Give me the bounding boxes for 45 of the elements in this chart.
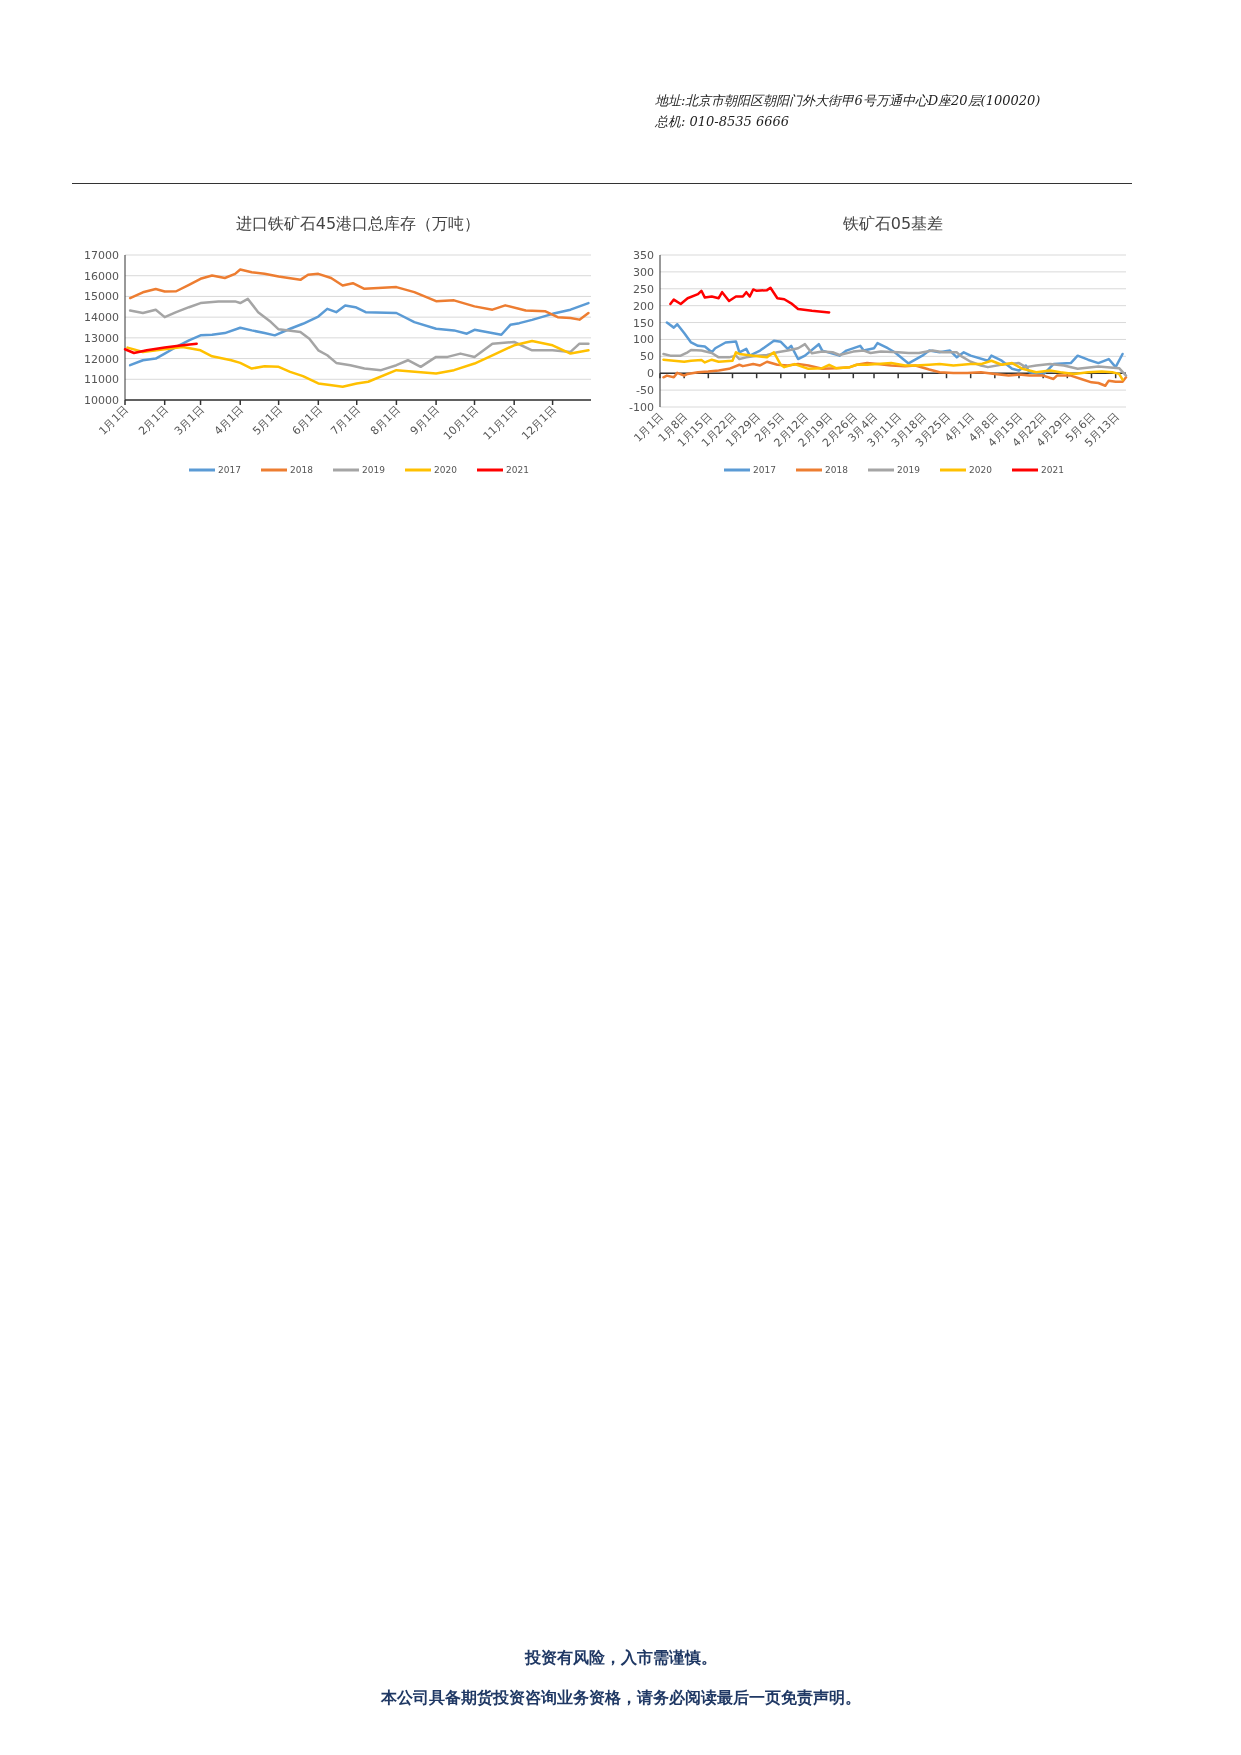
- legend-label: 2017: [753, 465, 776, 475]
- legend-label: 2019: [897, 465, 921, 475]
- text: 本公司具备期货投资咨询业务资格，请务必阅读最后一页免责声明。: [379, 1688, 862, 1709]
- text: 总机: 010-8535 6666: [655, 113, 790, 131]
- y-tick-label: 13000: [84, 331, 119, 345]
- x-tick-label: 11月1日: [480, 402, 521, 443]
- legend-label: 2020: [969, 465, 993, 475]
- y-tick-label: 150: [633, 316, 654, 330]
- x-tick-label: 4月1日: [211, 402, 247, 438]
- text: 地址:北京市朝阳区朝阳门外大街甲6号万通中心D座20层(100020): [655, 92, 1041, 110]
- y-tick-label: 12000: [84, 352, 119, 366]
- x-tick-label: 5月1日: [250, 402, 285, 438]
- x-tick-label: 12月1日: [519, 402, 559, 443]
- y-tick-label: 350: [633, 249, 654, 262]
- legend-label: 2018: [290, 465, 314, 475]
- y-tick-label: 0: [647, 367, 654, 381]
- y-tick-label: 16000: [84, 269, 119, 283]
- text: 投资有风险，入市需谨慎。: [523, 1648, 718, 1669]
- y-tick-label: 300: [633, 265, 654, 279]
- legend-label: 2021: [1041, 465, 1064, 475]
- y-tick-label: 17000: [84, 249, 119, 262]
- y-tick-label: 50: [640, 350, 654, 364]
- x-tick-label: 7月1日: [328, 402, 363, 438]
- legend-label: 2020: [434, 465, 458, 475]
- y-tick-label: 100: [633, 333, 654, 347]
- legend-label: 2021: [506, 465, 529, 475]
- y-tick-label: 15000: [84, 290, 119, 304]
- y-tick-label: -50: [636, 384, 654, 398]
- chart-title: 进口铁矿石45港口总库存（万吨）: [235, 214, 481, 233]
- chart-title: 铁矿石05基差: [841, 214, 944, 233]
- x-tick-label: 10月1日: [441, 402, 481, 443]
- legend-label: 2017: [218, 465, 241, 475]
- y-tick-label: 250: [633, 282, 654, 296]
- y-tick-label: -100: [629, 401, 654, 414]
- x-tick-label: 2月1日: [136, 402, 171, 438]
- y-tick-label: 10000: [84, 394, 119, 407]
- x-tick-label: 9月1日: [407, 402, 443, 438]
- x-tick-label: 3月1日: [172, 402, 207, 438]
- y-tick-label: 11000: [84, 373, 119, 387]
- legend-label: 2019: [362, 465, 386, 475]
- x-tick-label: 6月1日: [289, 402, 325, 438]
- x-tick-label: 8月1日: [367, 402, 403, 438]
- y-tick-label: 14000: [84, 311, 119, 325]
- y-tick-label: 200: [633, 299, 654, 313]
- legend-label: 2018: [825, 465, 849, 475]
